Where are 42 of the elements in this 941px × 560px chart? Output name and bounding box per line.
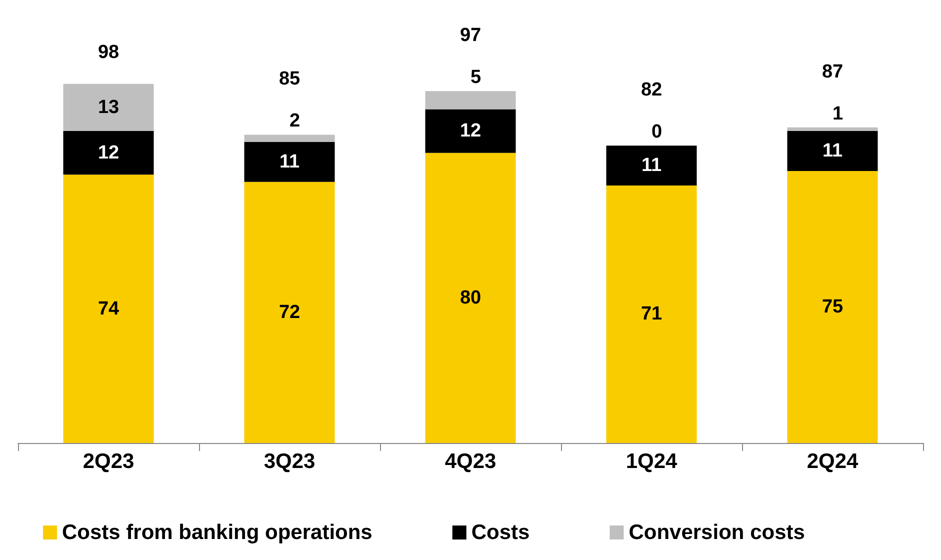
x-tick-label: 2Q23 [82,450,134,473]
bar [606,146,697,186]
bar [606,185,697,443]
total-label: 82 [640,80,662,101]
data-label: 2 [290,110,300,132]
x-tick-label: 1Q24 [626,450,678,473]
data-label: 74 [98,298,120,320]
data-label: 11 [822,140,843,162]
total-label: 98 [98,42,120,63]
data-label: 80 [460,287,482,308]
legend-label: Costs from banking operations [62,521,372,544]
data-label: 75 [822,296,844,318]
bar [787,170,878,443]
data-label: 0 [652,122,662,143]
data-label: 13 [98,96,120,118]
data-label: 1 [832,103,844,124]
total-label: 87 [822,61,844,82]
bar [425,91,516,110]
total-label: 85 [278,68,300,90]
x-tick-label: 2Q24 [806,450,859,473]
legend-label: Conversion costs [628,521,805,544]
bar [63,174,154,443]
data-label: 71 [640,304,662,325]
data-label: 5 [470,67,482,88]
bar [244,142,335,182]
bar [63,131,154,175]
x-tick-label: 3Q23 [264,450,316,473]
bar [63,84,154,132]
data-label: 11 [279,151,300,172]
bar [425,152,516,443]
data-label: 72 [278,302,300,323]
bar [244,182,335,443]
bar [425,109,516,153]
data-label: 12 [460,120,482,142]
legend-label: Costs [471,521,530,544]
data-label: 12 [98,142,120,164]
bar [787,127,878,132]
x-tick-label: 4Q23 [444,450,496,473]
bar [787,131,878,171]
bar [244,134,335,142]
data-label: 11 [641,155,662,176]
total-label: 97 [460,25,482,46]
